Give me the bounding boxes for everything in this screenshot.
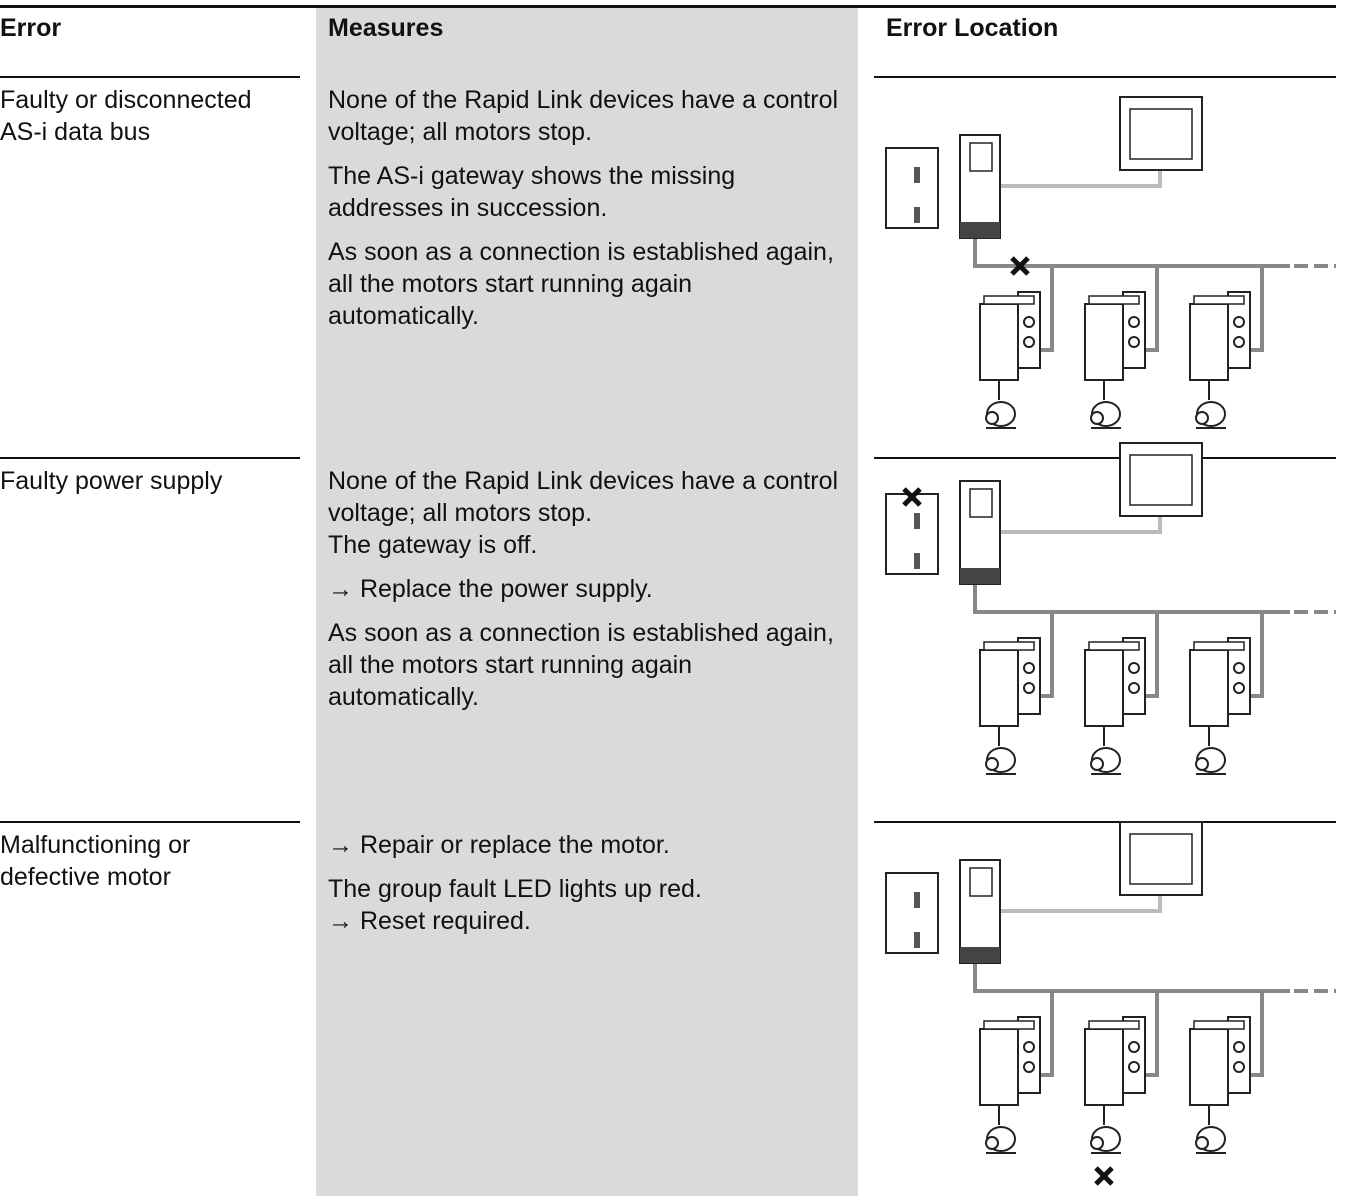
- row-rule: [874, 821, 1336, 823]
- top-rule: [0, 5, 1336, 8]
- header-measures: Measures: [328, 14, 444, 42]
- paragraph: → Replace the power supply.: [328, 573, 848, 605]
- measures-column: [316, 8, 858, 1196]
- row-rule: [0, 457, 300, 459]
- row-rule: [0, 821, 300, 823]
- measures-cell: None of the Rapid Link devices have a co…: [328, 465, 848, 725]
- line: None of the Rapid Link devices have a co…: [328, 467, 839, 527]
- line: → Replace the power supply.: [328, 575, 653, 603]
- line: None of the Rapid Link devices have a co…: [328, 86, 839, 146]
- line: As soon as a connection is established a…: [328, 619, 834, 711]
- paragraph: None of the Rapid Link devices have a co…: [328, 465, 848, 561]
- error-text: Faulty or disconnected AS-i data bus: [0, 86, 252, 146]
- error-text: Malfunctioning or defective motor: [0, 831, 191, 891]
- paragraph: The group fault LED lights up red. → Rese…: [328, 873, 848, 937]
- line: The group fault LED lights up red.: [328, 875, 702, 903]
- paragraph: As soon as a connection is established a…: [328, 236, 848, 332]
- diagram-power: [874, 433, 1356, 798]
- paragraph: None of the Rapid Link devices have a co…: [328, 84, 848, 148]
- error-text: Faulty power supply: [0, 467, 223, 495]
- measures-cell: → Repair or replace the motor. The group …: [328, 829, 848, 949]
- measures-cell: None of the Rapid Link devices have a co…: [328, 84, 848, 344]
- header-error: Error: [0, 14, 62, 42]
- line: → Repair or replace the motor.: [328, 831, 670, 859]
- paragraph: The AS-i gateway shows the missing addre…: [328, 160, 848, 224]
- line: → Reset required.: [328, 907, 531, 935]
- row-rule: [0, 76, 300, 78]
- header-location: Error Location: [886, 14, 1059, 42]
- line: The gateway is off.: [328, 531, 538, 559]
- line: The AS-i gateway shows the missing addre…: [328, 162, 736, 222]
- line: As soon as a connection is established a…: [328, 238, 834, 330]
- diagram-motor: [874, 812, 1356, 1192]
- row-rule: [874, 76, 1336, 78]
- diagram-bus: [874, 87, 1356, 452]
- row-rule: [874, 457, 1336, 459]
- paragraph: As soon as a connection is established a…: [328, 617, 848, 713]
- paragraph: → Repair or replace the motor.: [328, 829, 848, 861]
